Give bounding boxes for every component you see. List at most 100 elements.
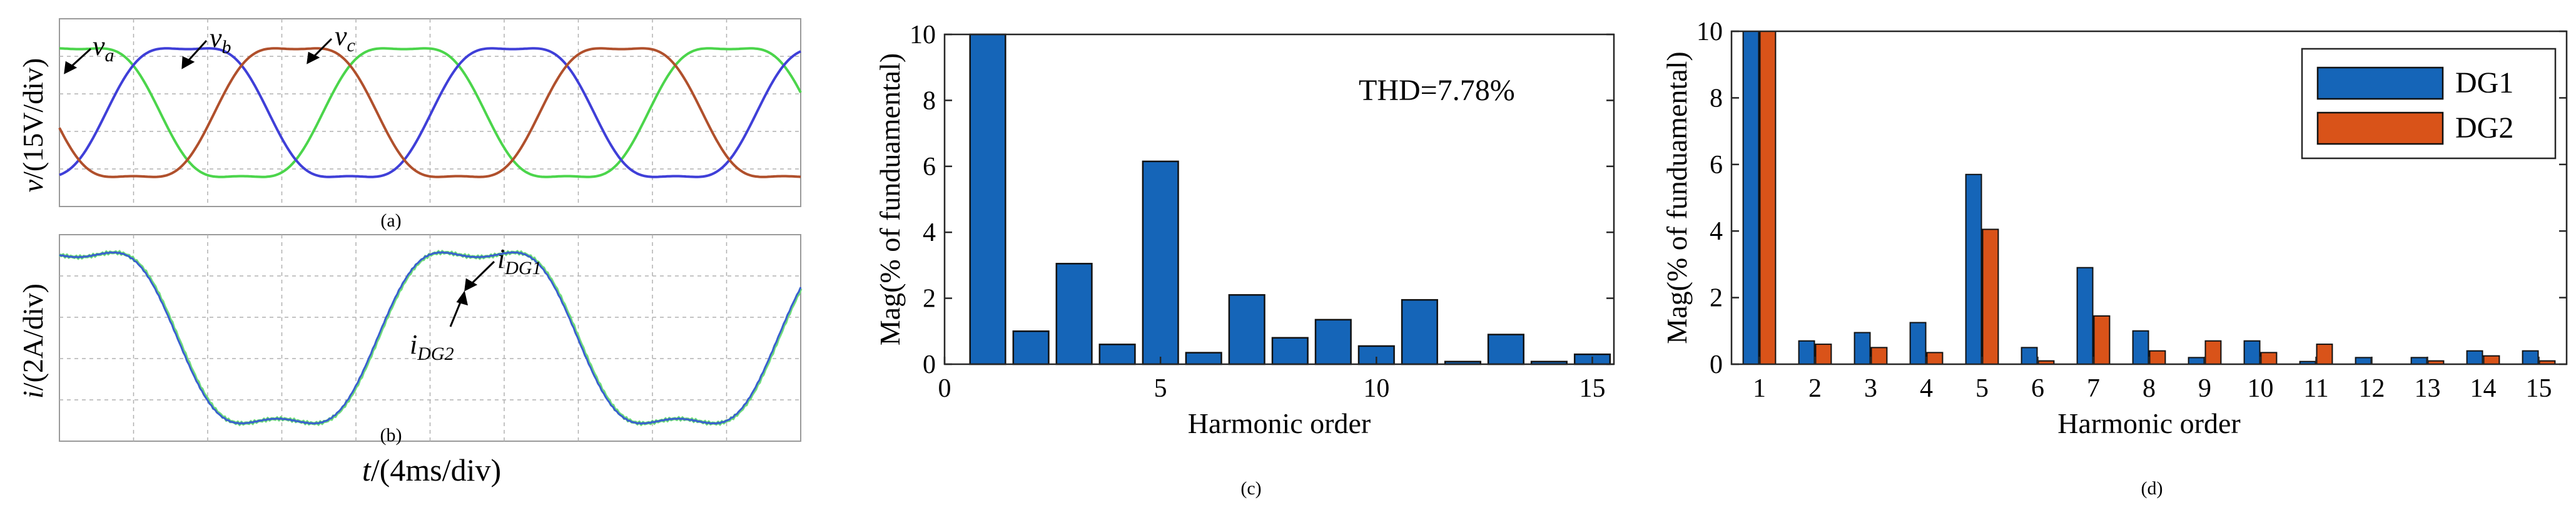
voltage-va-trace bbox=[59, 47, 802, 178]
bar-dg1 bbox=[2410, 357, 2428, 365]
bar-dg2 bbox=[1759, 31, 1777, 365]
x-tick-label: 15 bbox=[2526, 374, 2552, 403]
vb-arrow bbox=[181, 39, 208, 69]
bar-dg2 bbox=[1815, 344, 1832, 365]
bar-dg1 bbox=[2021, 347, 2038, 365]
x-tick-label: 15 bbox=[1579, 374, 1605, 403]
bar-dg2 bbox=[2316, 344, 2333, 365]
thd-annotation: THD=7.78% bbox=[1359, 74, 1515, 107]
y-axis-label: Mag(% of funduamental) bbox=[874, 53, 906, 346]
x-tick-label: 12 bbox=[2359, 374, 2385, 403]
va-arrow bbox=[64, 48, 92, 74]
scope-current-frame bbox=[59, 234, 801, 442]
bar-dg2 bbox=[2204, 340, 2222, 365]
bar bbox=[1098, 344, 1136, 365]
bar bbox=[1487, 334, 1524, 365]
bar bbox=[1271, 337, 1309, 365]
x-tick-label: 9 bbox=[2198, 374, 2211, 403]
bar-dg1 bbox=[2466, 350, 2483, 365]
x-tick-label: 13 bbox=[2415, 374, 2441, 403]
legend-swatch-dg2 bbox=[2316, 111, 2444, 145]
x-tick-label: 5 bbox=[1154, 374, 1167, 403]
bar-dg1 bbox=[2132, 330, 2149, 365]
x-tick-label: 7 bbox=[2087, 374, 2100, 403]
y-tick-label: 0 bbox=[1710, 350, 1723, 379]
x-tick-label: 4 bbox=[1920, 374, 1933, 403]
bar-dg1 bbox=[1909, 322, 1927, 365]
va-label: va bbox=[93, 31, 114, 66]
idg1-arrow bbox=[464, 260, 495, 292]
x-tick-label: 8 bbox=[2142, 374, 2156, 403]
bar-dg2 bbox=[1870, 347, 1888, 365]
y-tick-label: 6 bbox=[1710, 151, 1723, 180]
time-xlabel: t/(4ms/div) bbox=[362, 452, 501, 487]
legend-label-dg2: DG2 bbox=[2455, 111, 2513, 145]
bar-dg2 bbox=[1926, 352, 1944, 365]
idg1-label: iDG1 bbox=[497, 243, 542, 278]
voltage-ylabel: v/(15V/div) bbox=[17, 58, 49, 193]
panel-a-label: (a) bbox=[380, 210, 401, 231]
y-tick-label: 2 bbox=[1710, 284, 1723, 313]
legend-label-dg1: DG1 bbox=[2455, 66, 2513, 99]
panel-c-label: (c) bbox=[1240, 478, 1261, 499]
x-axis-label: Harmonic order bbox=[2057, 407, 2241, 439]
x-tick-label: 10 bbox=[2248, 374, 2274, 403]
panel-b-label: (b) bbox=[380, 425, 402, 446]
y-axis-label: Mag(% of funduamental) bbox=[1661, 51, 1693, 344]
x-tick-label: 6 bbox=[2031, 374, 2044, 403]
scope-voltage-grid bbox=[59, 19, 801, 207]
bar bbox=[1357, 345, 1395, 365]
x-tick-label: 2 bbox=[1808, 374, 1822, 403]
bar-dg1 bbox=[2243, 340, 2261, 365]
y-tick-label: 4 bbox=[1710, 217, 1723, 246]
plot-frame bbox=[943, 33, 1615, 365]
bar-dg1 bbox=[1965, 173, 1982, 365]
bar bbox=[969, 33, 1007, 365]
bar-dg2 bbox=[2149, 350, 2166, 365]
plot-frame bbox=[1730, 30, 2568, 365]
bar-dg1 bbox=[1742, 31, 1760, 365]
current-idg2-trace bbox=[59, 251, 802, 426]
bar-dg2 bbox=[1982, 228, 1999, 365]
bar-dg2 bbox=[2260, 352, 2278, 365]
y-tick-label: 0 bbox=[923, 350, 936, 379]
scope-current-grid bbox=[59, 235, 801, 441]
bar-dg1 bbox=[2522, 350, 2539, 365]
x-tick-label: 14 bbox=[2470, 374, 2497, 403]
y-tick-label: 8 bbox=[1710, 84, 1723, 113]
x-tick-label: 11 bbox=[2303, 374, 2328, 403]
bar-dg1 bbox=[2355, 357, 2372, 365]
y-tick-label: 2 bbox=[923, 285, 936, 314]
bar bbox=[1012, 330, 1050, 365]
x-tick-label: 5 bbox=[1975, 374, 1989, 403]
y-tick-label: 6 bbox=[923, 153, 936, 181]
bar bbox=[1142, 160, 1179, 365]
bar-dg1 bbox=[1798, 340, 1815, 365]
bar-dg1 bbox=[2188, 357, 2205, 365]
idg2-arrow bbox=[449, 290, 469, 327]
bar-dg2 bbox=[2483, 355, 2500, 365]
panel-d-label: (d) bbox=[2141, 478, 2163, 499]
current-ylabel: i/(2A/div) bbox=[17, 283, 49, 399]
bar-dg1 bbox=[2076, 267, 2094, 365]
bar bbox=[1401, 298, 1438, 365]
bar bbox=[1055, 263, 1093, 365]
bar-dg1 bbox=[1853, 332, 1871, 365]
x-tick-label: 1 bbox=[1753, 374, 1766, 403]
scope-current-panel: iDG1 iDG2 (b) i/(2A/div) t/(4ms/div) bbox=[17, 234, 803, 487]
scope-voltage-panel: va vb vc (a) v/(15V/div) bbox=[17, 18, 802, 231]
x-axis-label: Harmonic order bbox=[1188, 407, 1371, 439]
y-tick-label: 4 bbox=[923, 218, 936, 247]
voltage-vb-trace bbox=[59, 47, 801, 178]
x-tick-label: 10 bbox=[1363, 374, 1389, 403]
bar-dg2 bbox=[2093, 315, 2111, 365]
bar bbox=[1314, 319, 1352, 365]
x-tick-label: 3 bbox=[1864, 374, 1877, 403]
bar bbox=[1228, 294, 1265, 365]
y-tick-label: 10 bbox=[910, 21, 936, 49]
legend-swatch-dg1 bbox=[2316, 66, 2444, 100]
